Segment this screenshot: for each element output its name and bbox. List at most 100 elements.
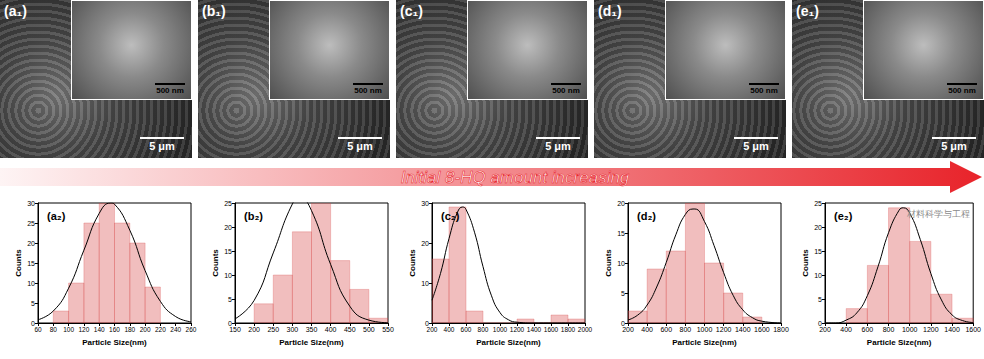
svg-text:1600: 1600 bbox=[965, 326, 981, 333]
svg-text:140: 140 bbox=[94, 326, 105, 333]
svg-text:25: 25 bbox=[27, 220, 35, 227]
svg-text:200: 200 bbox=[819, 326, 831, 333]
svg-text:Initial 8-HQ amount increasing: Initial 8-HQ amount increasing bbox=[401, 168, 630, 187]
svg-text:30: 30 bbox=[27, 200, 35, 207]
svg-text:450: 450 bbox=[344, 326, 356, 333]
svg-text:Particle Size(nm): Particle Size(nm) bbox=[476, 338, 541, 347]
html-text:(d₁): (d₁) bbox=[598, 3, 622, 19]
svg-text:Particle Size(nm): Particle Size(nm) bbox=[279, 338, 344, 347]
svg-text:1200: 1200 bbox=[510, 326, 525, 333]
svg-text:Counts: Counts bbox=[801, 249, 810, 277]
svg-text:1400: 1400 bbox=[735, 326, 751, 333]
svg-text:5: 5 bbox=[31, 300, 35, 307]
svg-text:1600: 1600 bbox=[754, 326, 770, 333]
svg-text:400: 400 bbox=[325, 326, 337, 333]
html-text:(b₁): (b₁) bbox=[202, 3, 226, 19]
svg-text:10: 10 bbox=[617, 260, 625, 267]
svg-text:25: 25 bbox=[224, 200, 232, 207]
svg-text:25: 25 bbox=[814, 200, 822, 207]
svg-text:550: 550 bbox=[382, 326, 394, 333]
svg-text:5: 5 bbox=[621, 290, 625, 297]
svg-text:10: 10 bbox=[421, 280, 429, 287]
svg-text:260: 260 bbox=[186, 326, 197, 333]
svg-text:2000: 2000 bbox=[578, 326, 593, 333]
svg-text:400: 400 bbox=[444, 326, 455, 333]
svg-text:10: 10 bbox=[27, 280, 35, 287]
svg-text:800: 800 bbox=[680, 326, 692, 333]
svg-text:Counts: Counts bbox=[604, 249, 613, 277]
svg-text:(d₂): (d₂) bbox=[637, 210, 656, 222]
svg-text:1000: 1000 bbox=[902, 326, 918, 333]
html-text:5 μm: 5 μm bbox=[941, 140, 967, 152]
svg-text:200: 200 bbox=[248, 326, 260, 333]
html-text:5 μm: 5 μm bbox=[149, 140, 175, 152]
svg-text:220: 220 bbox=[155, 326, 166, 333]
svg-text:800: 800 bbox=[478, 326, 489, 333]
svg-text:600: 600 bbox=[660, 326, 672, 333]
svg-text:60: 60 bbox=[34, 326, 42, 333]
svg-text:1400: 1400 bbox=[527, 326, 542, 333]
svg-text:(a₂): (a₂) bbox=[47, 210, 66, 222]
svg-text:Counts: Counts bbox=[14, 249, 23, 277]
svg-text:15: 15 bbox=[224, 248, 232, 255]
svg-text:30: 30 bbox=[421, 200, 429, 207]
html-text:5 μm: 5 μm bbox=[545, 140, 571, 152]
svg-text:20: 20 bbox=[814, 224, 822, 231]
svg-text:15: 15 bbox=[617, 230, 625, 237]
svg-text:350: 350 bbox=[306, 326, 318, 333]
svg-text:Particle Size(nm): Particle Size(nm) bbox=[82, 338, 147, 347]
html-text:(e₁): (e₁) bbox=[796, 3, 819, 19]
svg-text:15: 15 bbox=[814, 248, 822, 255]
svg-text:150: 150 bbox=[229, 326, 241, 333]
svg-text:Particle Size(nm): Particle Size(nm) bbox=[672, 338, 737, 347]
svg-text:1800: 1800 bbox=[561, 326, 576, 333]
svg-text:(b₂): (b₂) bbox=[244, 210, 263, 222]
svg-text:800: 800 bbox=[883, 326, 895, 333]
svg-text:200: 200 bbox=[427, 326, 438, 333]
svg-text:5: 5 bbox=[818, 296, 822, 303]
svg-text:1800: 1800 bbox=[773, 326, 789, 333]
html-text:(a₁): (a₁) bbox=[4, 3, 27, 19]
svg-text:Particle Size(nm): Particle Size(nm) bbox=[867, 338, 932, 347]
html-text:5 μm: 5 μm bbox=[347, 140, 373, 152]
svg-text:80: 80 bbox=[50, 326, 58, 333]
svg-text:1200: 1200 bbox=[923, 326, 939, 333]
svg-text:1400: 1400 bbox=[944, 326, 960, 333]
svg-text:300: 300 bbox=[287, 326, 299, 333]
svg-text:160: 160 bbox=[109, 326, 120, 333]
html-text:(c₁): (c₁) bbox=[400, 3, 423, 19]
svg-text:(c₂): (c₂) bbox=[441, 210, 460, 222]
svg-text:20: 20 bbox=[617, 200, 625, 207]
svg-text:(e₂): (e₂) bbox=[834, 210, 853, 222]
svg-text:120: 120 bbox=[78, 326, 89, 333]
svg-text:10: 10 bbox=[814, 272, 822, 279]
html-text:500 nm: 500 nm bbox=[354, 86, 382, 95]
svg-text:1200: 1200 bbox=[716, 326, 732, 333]
html-text:500 nm: 500 nm bbox=[156, 86, 184, 95]
svg-text:200: 200 bbox=[622, 326, 634, 333]
svg-text:15: 15 bbox=[27, 260, 35, 267]
svg-text:250: 250 bbox=[267, 326, 279, 333]
svg-text:200: 200 bbox=[140, 326, 151, 333]
svg-text:500: 500 bbox=[363, 326, 375, 333]
html-text:500 nm: 500 nm bbox=[552, 86, 580, 95]
svg-text:100: 100 bbox=[63, 326, 74, 333]
svg-text:1000: 1000 bbox=[697, 326, 713, 333]
svg-text:20: 20 bbox=[421, 240, 429, 247]
svg-text:5: 5 bbox=[228, 296, 232, 303]
svg-text:Counts: Counts bbox=[408, 249, 417, 277]
svg-text:600: 600 bbox=[862, 326, 874, 333]
svg-text:180: 180 bbox=[124, 326, 135, 333]
svg-text:20: 20 bbox=[224, 224, 232, 231]
svg-text:1600: 1600 bbox=[544, 326, 559, 333]
svg-text:600: 600 bbox=[461, 326, 472, 333]
html-text:5 μm: 5 μm bbox=[743, 140, 769, 152]
html-text:材料科学与工程: 材料科学与工程 bbox=[907, 209, 970, 219]
svg-text:240: 240 bbox=[170, 326, 181, 333]
svg-text:20: 20 bbox=[27, 240, 35, 247]
svg-text:400: 400 bbox=[840, 326, 852, 333]
svg-text:1000: 1000 bbox=[493, 326, 508, 333]
svg-text:10: 10 bbox=[224, 272, 232, 279]
svg-text:400: 400 bbox=[641, 326, 653, 333]
svg-text:Counts: Counts bbox=[211, 249, 220, 277]
